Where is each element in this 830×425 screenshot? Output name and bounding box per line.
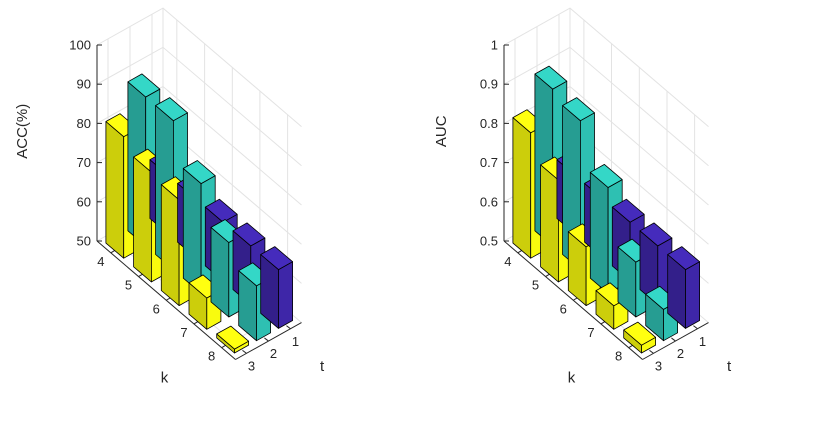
acc-bar-side — [133, 156, 152, 283]
acc-bar-side — [105, 121, 125, 259]
acc-labels: 50 60 70 80 90 100 4 5 6 7 8 1 2 3 ACC(%… — [14, 38, 325, 387]
acc-bar — [260, 246, 294, 329]
auc-z-tick: 1 — [491, 38, 498, 53]
auc-z-axis-label: AUC — [433, 115, 450, 147]
auc-t-tick-mark — [671, 337, 676, 342]
acc-k-axis-label: k — [161, 370, 169, 387]
acc-bar-top — [127, 73, 161, 98]
acc-bar-top — [232, 222, 266, 247]
acc-t-tick: 2 — [270, 346, 277, 361]
acc-k-tick: 4 — [97, 254, 104, 269]
acc-z-tick: 70 — [77, 155, 91, 170]
auc-k-axis-label: k — [568, 370, 576, 387]
acc-bar-side — [160, 184, 180, 307]
auc-bar-side — [589, 171, 609, 294]
auc-bar-top — [667, 246, 700, 271]
acc-t-tick: 3 — [248, 358, 255, 373]
acc-z-tick: 50 — [77, 234, 91, 249]
acc-z-tick: 100 — [69, 38, 91, 53]
auc-bar — [623, 321, 656, 354]
acc-z-axis-label: ACC(%) — [14, 104, 31, 159]
acc-t-axis-label: t — [320, 358, 325, 375]
auc-k-tick: 4 — [504, 254, 511, 269]
auc-t-tick-mark — [693, 325, 698, 330]
acc-t-tick: 1 — [292, 334, 299, 349]
acc-k-tick: 8 — [208, 349, 215, 364]
auc-bar-side — [512, 117, 532, 259]
auc-t-axis-label: t — [727, 358, 732, 375]
auc-t-tick: 2 — [677, 346, 684, 361]
acc-t-tick-mark — [242, 349, 247, 354]
acc-z-tick: 90 — [77, 77, 91, 92]
acc-bar-top — [216, 325, 250, 350]
acc-k-tick: 7 — [180, 325, 187, 340]
auc-labels: 0.5 0.6 0.7 0.8 0.9 1 4 5 6 7 8 1 2 3 AU… — [433, 38, 732, 387]
auc-bar-top — [639, 222, 673, 247]
auc-z-tick: 0.7 — [480, 155, 498, 170]
acc-k-tick: 6 — [153, 301, 160, 316]
acc-bar-top — [155, 97, 188, 122]
acc-k-tick: 5 — [125, 278, 132, 293]
acc-z-tick: 60 — [77, 194, 91, 209]
auc-bars — [512, 65, 700, 354]
auc-bar-top — [589, 163, 623, 188]
auc-bar-top — [562, 97, 595, 122]
acc-bar-front — [278, 261, 294, 329]
auc-bar-front — [685, 261, 700, 329]
auc-k-tick: 5 — [532, 278, 539, 293]
auc-bar-top — [611, 198, 645, 223]
auc-bar-top — [534, 65, 568, 90]
auc-k-tick: 6 — [560, 301, 567, 316]
acc-bar-top — [260, 246, 294, 271]
auc-k-tick: 8 — [615, 349, 622, 364]
acc-t-tick-mark — [286, 325, 291, 330]
acc-z-tick: 80 — [77, 116, 91, 131]
acc-bar-side — [210, 226, 230, 318]
auc-z-tick: 0.8 — [480, 116, 498, 131]
auc-z-tick: 0.5 — [480, 234, 498, 249]
auc-bar-top — [623, 321, 656, 346]
auc-z-tick: 0.9 — [480, 77, 498, 92]
acc-t-tick-mark — [264, 337, 269, 342]
acc-bar-top — [182, 160, 216, 185]
auc-t-tick: 3 — [655, 358, 662, 373]
acc-bars — [105, 73, 294, 354]
auc-t-tick: 1 — [699, 334, 706, 349]
auc-chart: 0.5 0.6 0.7 0.8 0.9 1 4 5 6 7 8 1 2 3 AU… — [433, 7, 732, 387]
acc-chart: 50 60 70 80 90 100 4 5 6 7 8 1 2 3 ACC(%… — [14, 7, 325, 387]
auc-t-tick-mark — [649, 349, 654, 354]
auc-z-tick: 0.6 — [480, 194, 498, 209]
auc-bar — [667, 246, 700, 329]
auc-bar-side — [540, 164, 559, 283]
acc-bar-side — [182, 167, 202, 294]
auc-k-tick: 7 — [587, 325, 594, 340]
acc-bar — [216, 325, 250, 354]
